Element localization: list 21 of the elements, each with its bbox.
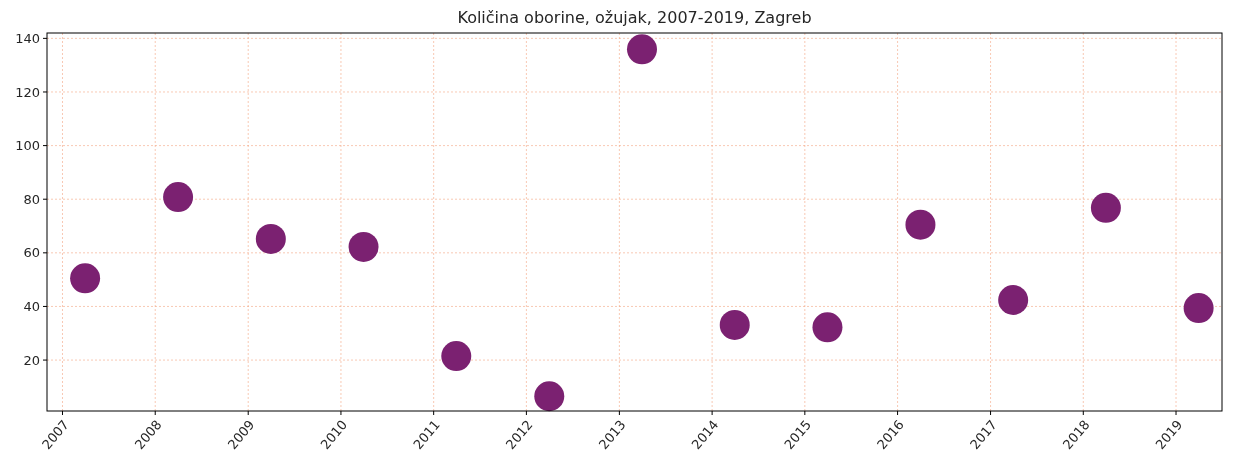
point xyxy=(348,231,379,262)
point xyxy=(1183,293,1214,324)
y-tick-label: 40 xyxy=(23,299,40,314)
point xyxy=(255,223,286,254)
y-tick-label: 120 xyxy=(15,84,40,100)
y-tick-label: 100 xyxy=(15,138,40,154)
point xyxy=(534,381,565,412)
point xyxy=(1090,192,1121,223)
point xyxy=(441,341,472,372)
point xyxy=(70,263,101,294)
y-tick-label: 60 xyxy=(23,245,40,261)
point xyxy=(905,209,936,240)
point xyxy=(627,34,657,65)
point xyxy=(998,285,1029,316)
y-tick-label: 20 xyxy=(23,352,40,368)
chart-title: Količina oborine, ožujak, 2007-2019, Zagreb xyxy=(457,8,812,27)
point xyxy=(719,309,750,340)
point xyxy=(163,182,194,213)
point xyxy=(812,312,843,343)
y-tick-label: 80 xyxy=(23,191,40,207)
y-tick-label: 140 xyxy=(15,30,40,46)
